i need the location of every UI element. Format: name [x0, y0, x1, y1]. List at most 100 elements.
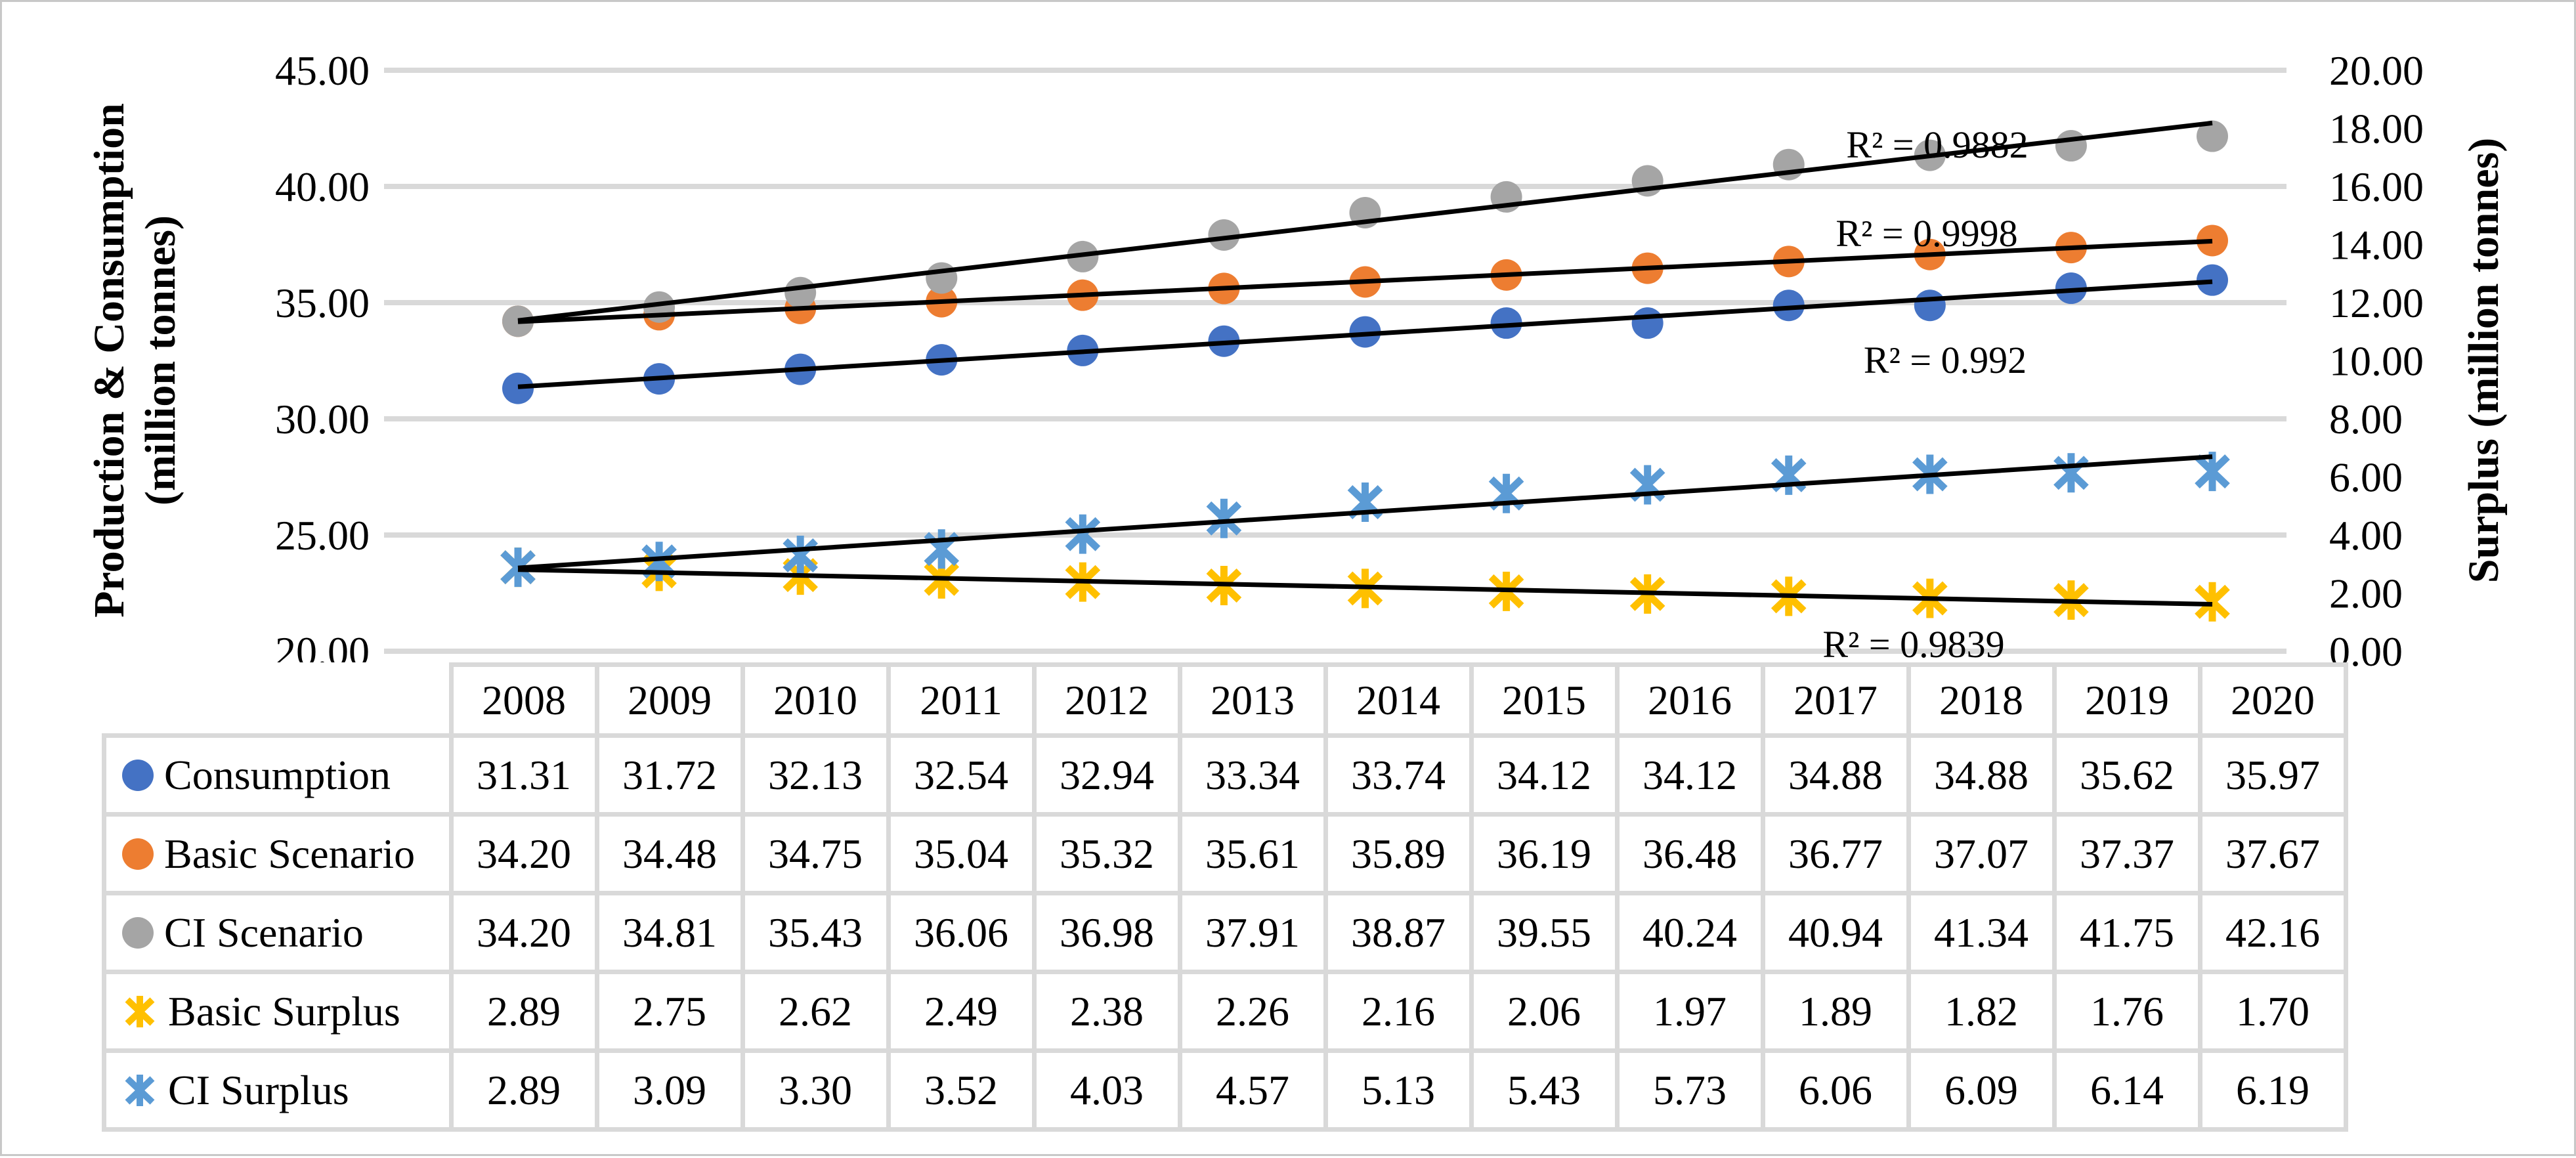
value-cell: 32.54	[886, 733, 1037, 817]
value-cell: 5.73	[1614, 1048, 1765, 1132]
table-row: CI Scenario 34.20 34.81 35.43 36.06 36.98 37.9…	[102, 891, 2348, 974]
legend-circle-icon	[122, 759, 154, 791]
table-row: Consumption 31.31 31.72 32.13 32.54 32.94 33.3…	[102, 733, 2348, 817]
value-cell: 31.31	[448, 733, 599, 817]
value-cell: 38.87	[1323, 891, 1474, 974]
r-squared-label: R² = 0.9839	[1822, 623, 2004, 666]
right-axis-tick-label: 4.00	[2329, 512, 2403, 559]
value-cell: 36.19	[1469, 812, 1620, 895]
data-point-ci-surplus	[924, 529, 960, 569]
value-cell: 41.34	[1906, 891, 2057, 974]
value-cell: 35.89	[1323, 812, 1474, 895]
value-cell: 37.91	[1177, 891, 1328, 974]
value-cell: 1.82	[1906, 970, 2057, 1053]
right-axis-tick-label: 2.00	[2329, 570, 2403, 617]
legend-asterisk-icon	[125, 995, 155, 1027]
r-squared-label: R² = 0.9882	[1846, 123, 2028, 166]
right-axis-tick-label: 12.00	[2329, 280, 2424, 326]
data-point-ci-surplus	[783, 535, 818, 575]
value-cell: 40.24	[1614, 891, 1765, 974]
series-label-cell: CI Scenario	[102, 891, 454, 974]
right-axis-tick-label: 6.00	[2329, 454, 2403, 501]
value-cell: 3.30	[740, 1048, 891, 1132]
series-name: Basic Surplus	[168, 987, 400, 1035]
left-axis-tick-label: 25.00	[275, 512, 370, 559]
legend-circle-icon	[122, 916, 154, 949]
table-row: Basic Surplus 2.89 2.75 2.62 2.49 2.38 2.26 2.1…	[102, 970, 2348, 1053]
series-label-cell: Basic Scenario	[102, 812, 454, 895]
value-cell: 35.62	[2051, 733, 2202, 817]
value-cell: 1.89	[1760, 970, 1911, 1053]
value-cell: 4.57	[1177, 1048, 1328, 1132]
value-cell: 37.67	[2197, 812, 2348, 895]
series-name: CI Surplus	[168, 1066, 349, 1113]
r-squared-label: R² = 0.992	[1864, 339, 2027, 381]
value-cell: 35.97	[2197, 733, 2348, 817]
asterisk-stroke	[1065, 517, 1101, 551]
value-cell: 2.49	[886, 970, 1037, 1053]
right-axis-tick-label: 8.00	[2329, 396, 2403, 442]
data-point-ci-surplus	[2053, 453, 2089, 493]
year-header-cell: 2012	[1031, 662, 1182, 738]
data-point-consumption	[2197, 264, 2228, 296]
series-name: CI Scenario	[164, 909, 364, 956]
value-cell: 2.06	[1469, 970, 1620, 1053]
value-cell: 34.81	[594, 891, 745, 974]
value-cell: 32.94	[1031, 733, 1182, 817]
right-axis-title: Surplus (million tonnes)	[2460, 137, 2508, 584]
data-point-ci-surplus	[1206, 498, 1242, 538]
series-label: Basic Scenario	[108, 830, 446, 878]
data-point-ci-surplus	[1065, 514, 1101, 554]
asterisk-stroke	[1206, 501, 1242, 536]
asterisk-stroke	[125, 1075, 155, 1105]
series-name: Consumption	[164, 751, 391, 798]
value-cell: 2.75	[594, 970, 745, 1053]
value-cell: 34.20	[448, 891, 599, 974]
trendline-basic-scenario	[517, 238, 2213, 324]
value-cell: 40.94	[1760, 891, 1911, 974]
data-point-consumption	[1772, 290, 1805, 322]
value-cell: 6.06	[1760, 1048, 1911, 1132]
data-point-consumption	[1631, 307, 1664, 339]
year-header-cell: 2019	[2051, 662, 2202, 738]
value-cell: 34.48	[594, 812, 745, 895]
series-label-cell: Basic Surplus	[102, 970, 454, 1053]
series-label: CI Surplus	[108, 1066, 446, 1115]
data-point-consumption	[1490, 307, 1522, 339]
r-squared-label: R² = 0.9998	[1835, 212, 2017, 255]
left-axis-tick-label: 35.00	[275, 280, 370, 326]
value-cell: 34.88	[1760, 733, 1911, 817]
value-cell: 34.88	[1906, 733, 2057, 817]
value-cell: 1.97	[1614, 970, 1765, 1053]
value-cell: 3.09	[594, 1048, 745, 1132]
right-axis-tick-label: 18.00	[2329, 106, 2424, 152]
value-cell: 2.38	[1031, 970, 1182, 1053]
series-label-cell: CI Surplus	[102, 1048, 454, 1132]
value-cell: 34.12	[1614, 733, 1765, 817]
left-axis-tick-label: 45.00	[275, 47, 370, 94]
value-cell: 33.74	[1323, 733, 1474, 817]
data-point-ci-scenario	[784, 276, 817, 309]
value-cell: 34.75	[740, 812, 891, 895]
year-header-cell: 2011	[886, 662, 1037, 738]
value-cell: 39.55	[1469, 891, 1620, 974]
asterisk-stroke	[783, 538, 818, 572]
value-cell: 42.16	[2197, 891, 2348, 974]
asterisk-stroke	[2195, 584, 2230, 619]
year-header-cell: 2014	[1323, 662, 1474, 738]
series-label: CI Scenario	[108, 909, 446, 957]
value-cell: 6.09	[1906, 1048, 2057, 1132]
year-header-cell: 2017	[1760, 662, 1911, 738]
value-cell: 36.98	[1031, 891, 1182, 974]
data-point-basic-surplus	[2195, 582, 2230, 622]
value-cell: 35.04	[886, 812, 1037, 895]
value-cell: 36.77	[1760, 812, 1911, 895]
legend-circle-icon	[122, 838, 154, 870]
data-point-ci-scenario	[1208, 219, 1240, 251]
data-point-ci-surplus	[1771, 455, 1807, 495]
series-label-cell: Consumption	[102, 733, 454, 817]
value-cell: 2.62	[740, 970, 891, 1053]
value-cell: 3.52	[886, 1048, 1037, 1132]
value-cell: 5.43	[1469, 1048, 1620, 1132]
